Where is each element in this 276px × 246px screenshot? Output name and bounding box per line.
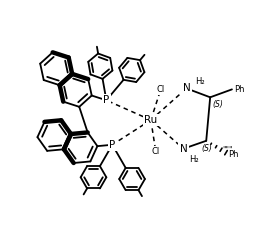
Text: N: N <box>182 83 190 93</box>
Text: Cl: Cl <box>152 147 160 156</box>
Text: Ph: Ph <box>228 150 238 159</box>
Text: P: P <box>109 140 115 150</box>
Text: Cl: Cl <box>156 85 165 94</box>
Text: H₂: H₂ <box>195 77 205 86</box>
Text: (S): (S) <box>212 100 223 109</box>
Text: P: P <box>103 95 110 105</box>
Text: Ru: Ru <box>144 115 158 125</box>
Text: Ph: Ph <box>234 85 245 94</box>
Text: N: N <box>180 144 187 154</box>
Text: (S): (S) <box>201 144 212 153</box>
Text: H₂: H₂ <box>189 155 199 164</box>
Text: """: """ <box>222 146 233 155</box>
